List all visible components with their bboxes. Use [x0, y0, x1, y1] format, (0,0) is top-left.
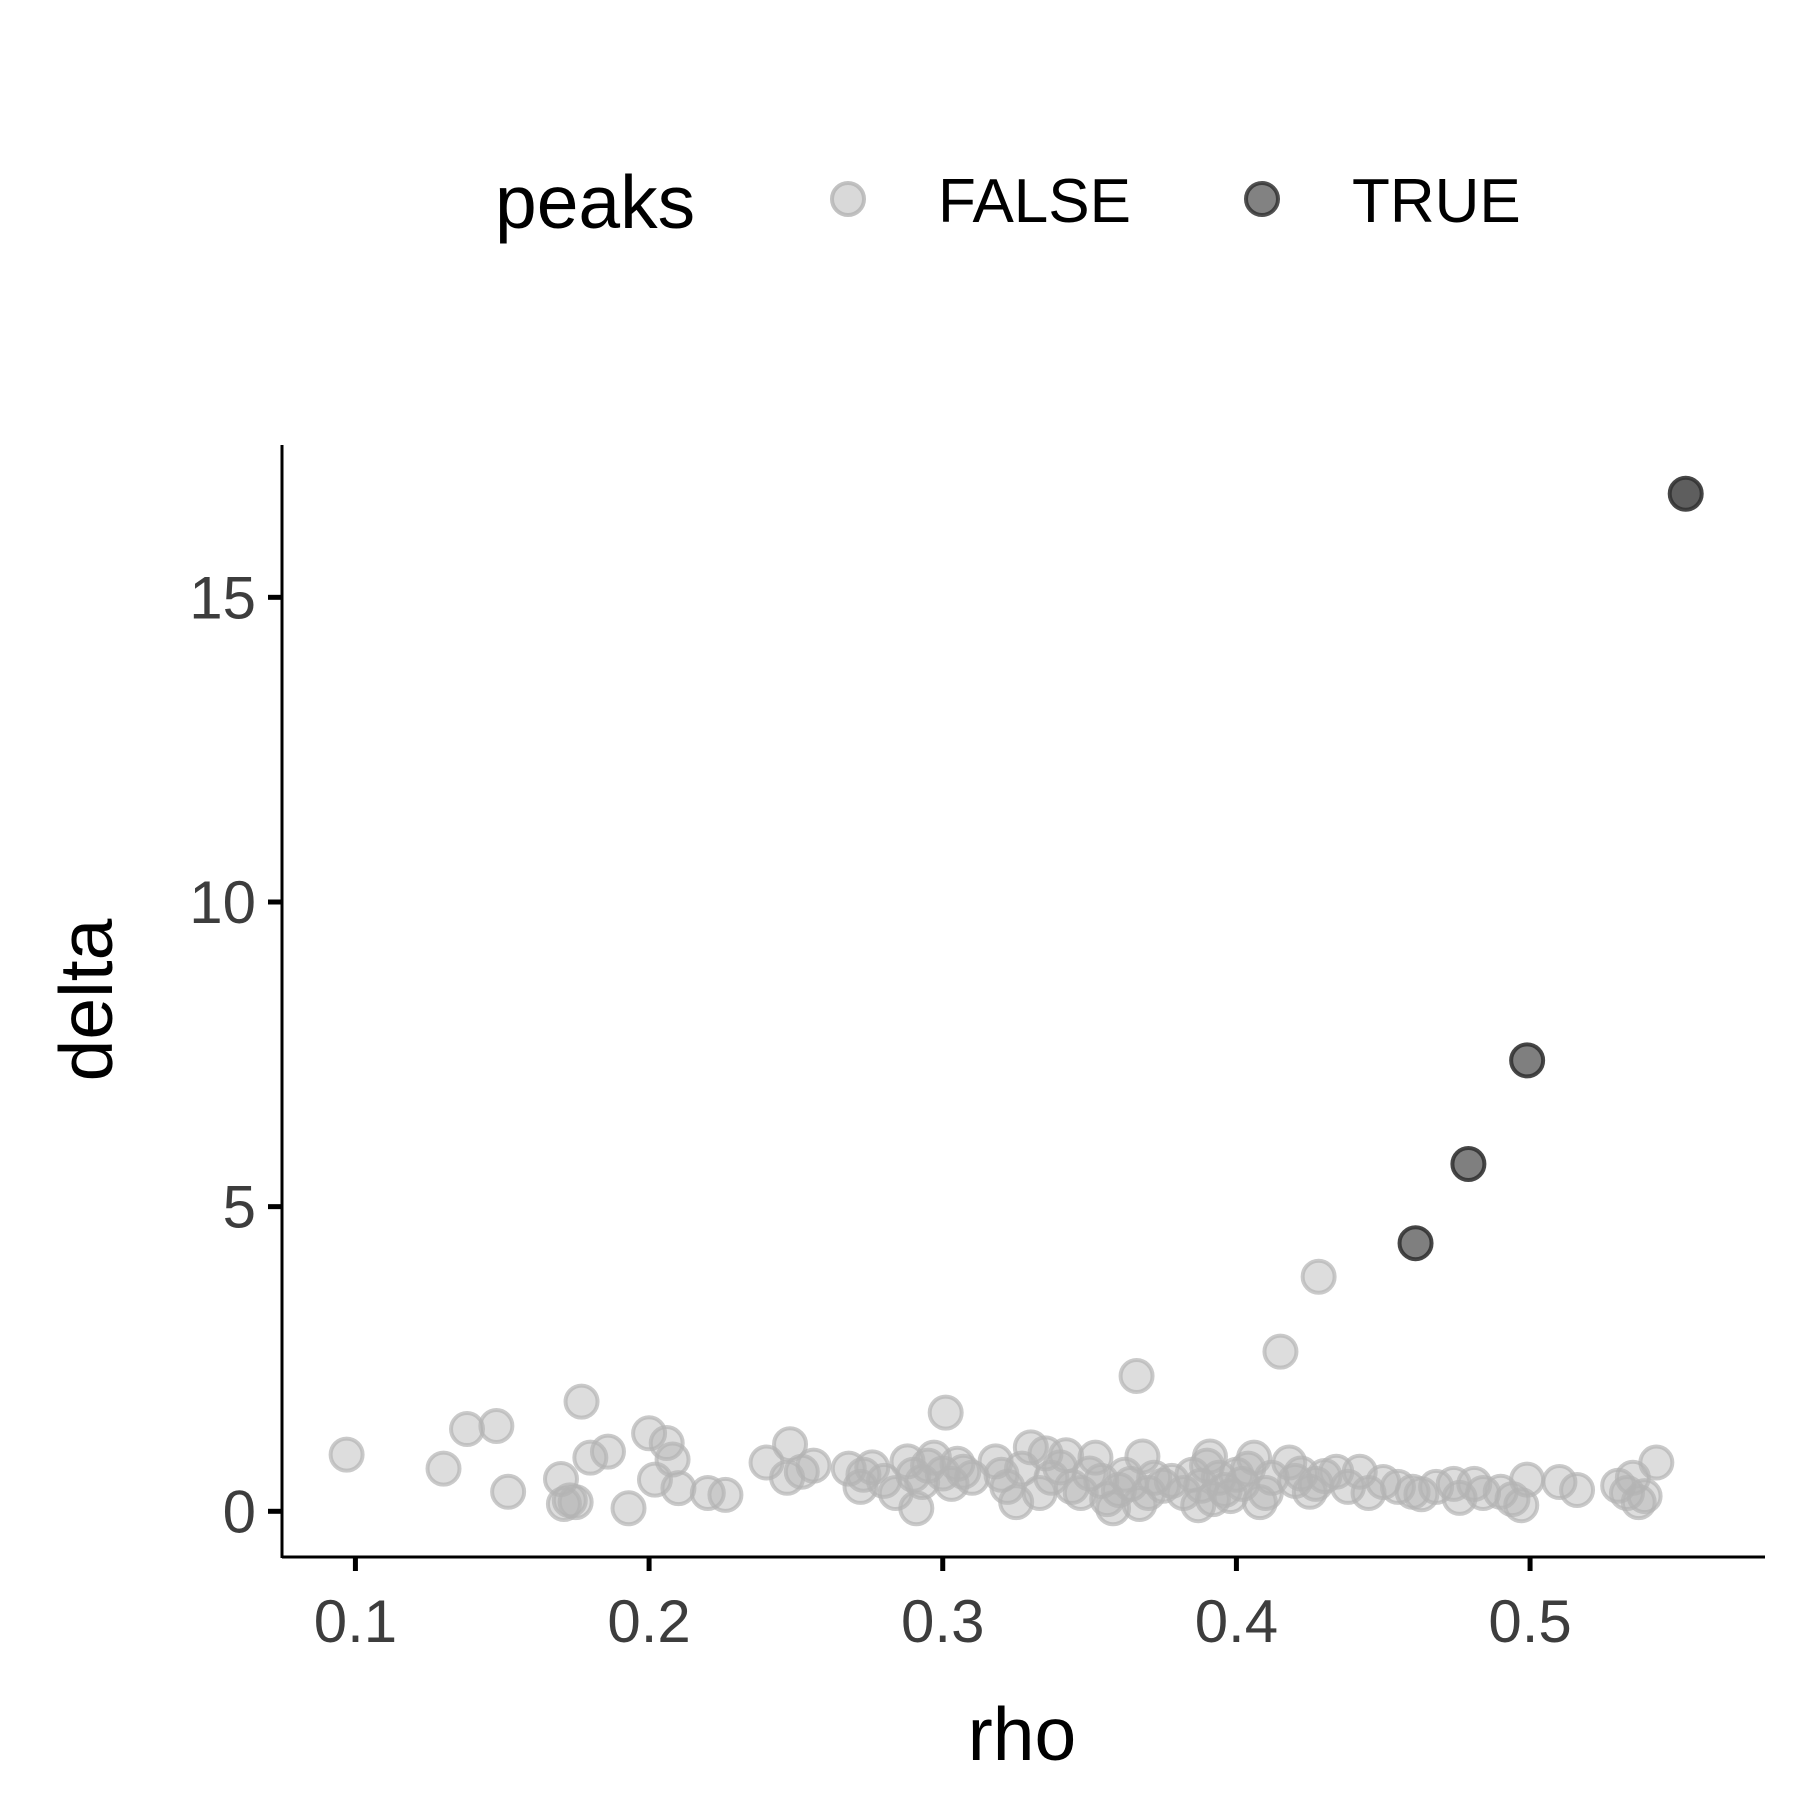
x-tick-label: 0.2 — [607, 1588, 690, 1655]
x-tick-label: 0.3 — [901, 1588, 984, 1655]
x-tick-label: 0.1 — [314, 1588, 397, 1655]
y-tick-label: 0 — [223, 1478, 256, 1545]
points-layer — [328, 475, 1704, 1527]
non-peak-point — [1626, 1478, 1663, 1515]
non-peak-point — [557, 1484, 594, 1521]
peak-point — [1667, 475, 1704, 512]
non-peak-point — [795, 1447, 832, 1484]
non-peak-point — [898, 1490, 935, 1527]
non-peak-point — [328, 1436, 365, 1473]
non-peak-point — [490, 1473, 527, 1510]
non-peak-point — [1191, 1438, 1228, 1475]
ticks: 0.1 0.2 0.3 0.4 0.5 0 5 10 15 — [189, 564, 1572, 1655]
non-peak-point — [449, 1411, 486, 1448]
y-tick-label: 15 — [189, 564, 256, 631]
non-peak-point — [1541, 1464, 1578, 1501]
non-peak-point — [563, 1383, 600, 1420]
legend: peaks FALSE TRUE — [495, 160, 1521, 244]
non-peak-point — [1300, 1258, 1337, 1295]
non-peak-point — [1118, 1358, 1155, 1395]
peak-point — [1509, 1042, 1546, 1079]
non-peak-point — [654, 1441, 691, 1478]
non-peak-point — [1262, 1333, 1299, 1370]
non-peak-point — [1559, 1471, 1596, 1508]
legend-label-true: TRUE — [1352, 167, 1521, 236]
y-tick-label: 10 — [189, 869, 256, 936]
non-peak-point — [1124, 1438, 1161, 1475]
axes — [280, 445, 1765, 1559]
peak-point — [1397, 1225, 1434, 1262]
legend-label-false: FALSE — [938, 167, 1131, 236]
peak-point — [1450, 1145, 1487, 1182]
non-peak-point — [589, 1433, 626, 1470]
non-peak-point — [1638, 1444, 1675, 1481]
y-tick-label: 5 — [223, 1174, 256, 1241]
non-peak-point — [631, 1415, 668, 1452]
non-peak-point — [1062, 1475, 1099, 1512]
legend-title: peaks — [495, 160, 695, 244]
non-peak-point — [707, 1476, 744, 1513]
x-tick-label: 0.4 — [1195, 1588, 1278, 1655]
x-tick-label: 0.5 — [1488, 1588, 1571, 1655]
legend-key-true — [1244, 181, 1280, 217]
y-axis-title: delta — [44, 918, 128, 1081]
x-axis-title: rho — [968, 1692, 1076, 1776]
non-peak-point — [425, 1450, 462, 1487]
non-peak-point — [1509, 1461, 1546, 1498]
non-peak-point — [478, 1407, 515, 1444]
non-peak-point — [927, 1394, 964, 1431]
non-peak-point — [660, 1470, 697, 1507]
non-peak-point — [610, 1490, 647, 1527]
legend-key-false — [830, 181, 866, 217]
